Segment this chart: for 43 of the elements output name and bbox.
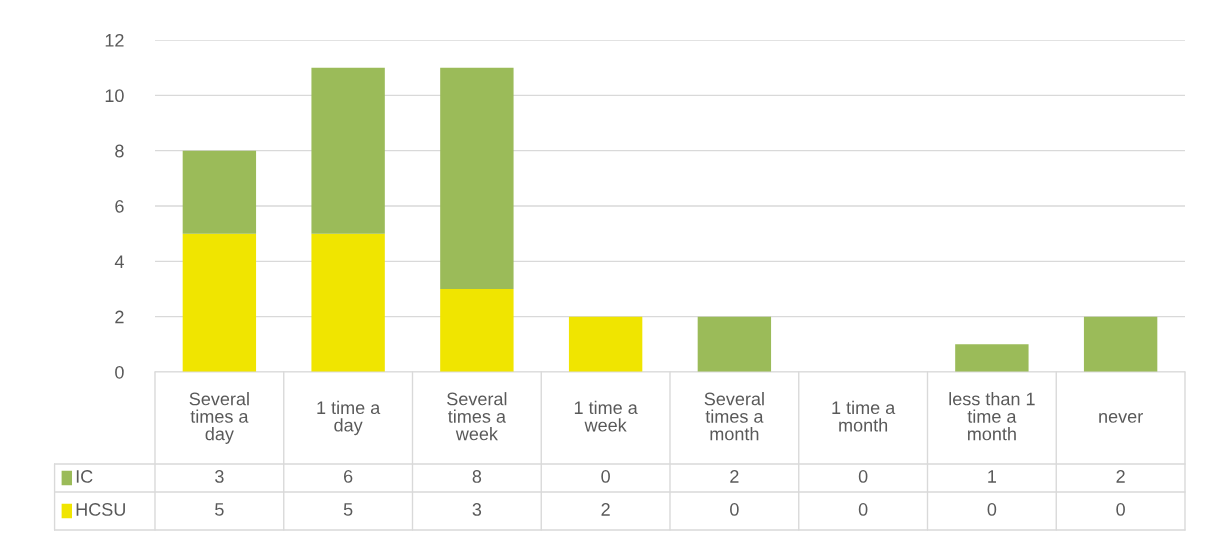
data-label: 0	[601, 470, 610, 483]
x-tick-label: 1 time a month	[832, 400, 896, 432]
legend-label: HCSU	[76, 503, 125, 516]
x-tick-label: 1 time a week	[574, 400, 638, 432]
bar	[955, 344, 1029, 372]
x-tick-label: Several times a week	[447, 392, 507, 441]
bar	[182, 150, 257, 234]
x-tick-label: 1 time a day	[317, 400, 381, 436]
data-label: 0	[858, 470, 868, 483]
bar	[182, 233, 257, 372]
y-tick-label: 4	[114, 255, 124, 268]
data-label: 1	[988, 470, 997, 483]
y-tick-label: 8	[115, 144, 124, 158]
data-label: 5	[215, 503, 224, 516]
y-tick-label: 2	[115, 310, 124, 324]
bar	[568, 316, 643, 372]
bar	[440, 289, 514, 372]
data-label: 8	[472, 470, 482, 483]
data-label: 0	[987, 503, 997, 516]
data-label: 2	[730, 470, 739, 483]
data-label: 3	[472, 503, 482, 516]
bar	[311, 233, 385, 372]
x-tick-label: Several times a month	[704, 392, 764, 441]
bar	[697, 316, 772, 372]
data-label: 5	[343, 503, 353, 516]
bar	[440, 67, 514, 289]
x-tick-label: never	[1099, 412, 1143, 423]
y-tick-label: 6	[115, 199, 124, 213]
data-label: 0	[730, 503, 739, 516]
bar	[311, 67, 385, 234]
data-label: 0	[1116, 503, 1125, 516]
data-label: 3	[215, 470, 224, 483]
y-tick-label: 10	[105, 89, 124, 103]
y-tick-label: 12	[105, 33, 124, 47]
data-label: 6	[344, 470, 353, 483]
x-tick-label: Several times a day	[189, 392, 249, 444]
data-label: 2	[1116, 470, 1125, 483]
bar	[1083, 316, 1158, 372]
data-label: 0	[858, 503, 868, 516]
legend-label: IC	[76, 470, 93, 483]
y-tick-label: 0	[115, 365, 124, 379]
x-tick-label: less than 1 time a month	[949, 392, 1035, 441]
data-label: 2	[601, 503, 610, 516]
